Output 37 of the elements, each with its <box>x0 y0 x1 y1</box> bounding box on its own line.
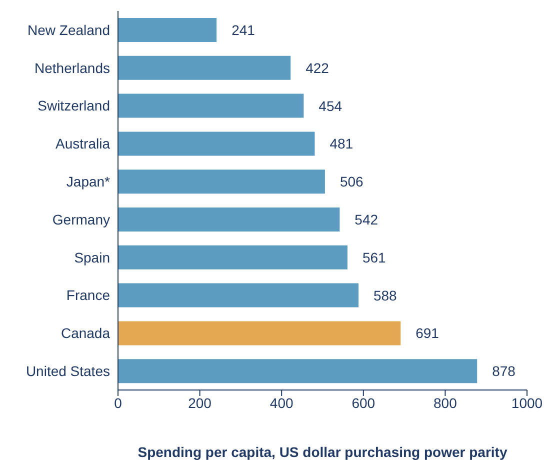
data-label: 506 <box>340 174 364 190</box>
y-tick-label: Australia <box>56 136 110 152</box>
bar <box>118 132 315 156</box>
data-label: 481 <box>330 136 354 152</box>
bar <box>118 18 217 42</box>
x-tick-label: 600 <box>352 394 376 411</box>
data-label: 454 <box>318 98 342 114</box>
data-label: 691 <box>416 325 440 342</box>
y-tick-label: United States <box>26 363 110 380</box>
bar <box>118 94 304 118</box>
y-tick-label: Spain <box>74 249 110 266</box>
y-tick-label: Netherlands <box>34 60 110 76</box>
data-label: 542 <box>354 211 378 228</box>
y-tick-label: New Zealand <box>28 22 110 38</box>
x-tick-label: 0 <box>114 394 122 411</box>
bar <box>118 56 291 80</box>
x-tick-label: 400 <box>270 394 294 411</box>
x-axis-title: Spending per capita, US dollar purchasing power parity <box>138 444 508 460</box>
data-label: 588 <box>373 287 398 304</box>
bar <box>118 359 478 384</box>
y-tick-label: Germany <box>52 211 110 228</box>
y-tick-label: France <box>66 287 110 304</box>
data-label: 241 <box>232 22 256 38</box>
x-tick-label: 200 <box>188 394 212 411</box>
bar <box>118 208 340 232</box>
bar <box>118 283 358 308</box>
bar <box>118 245 348 270</box>
x-tick-label: 1000 <box>511 394 543 411</box>
data-label: 878 <box>492 363 516 380</box>
y-tick-label: Canada <box>60 325 110 342</box>
bar <box>118 170 325 194</box>
data-label: 422 <box>306 60 330 76</box>
y-tick-label: Switzerland <box>38 98 110 114</box>
data-label: 561 <box>362 249 386 266</box>
x-tick-label: 800 <box>434 394 458 411</box>
y-tick-label: Japan* <box>66 174 111 190</box>
bar <box>118 321 401 346</box>
